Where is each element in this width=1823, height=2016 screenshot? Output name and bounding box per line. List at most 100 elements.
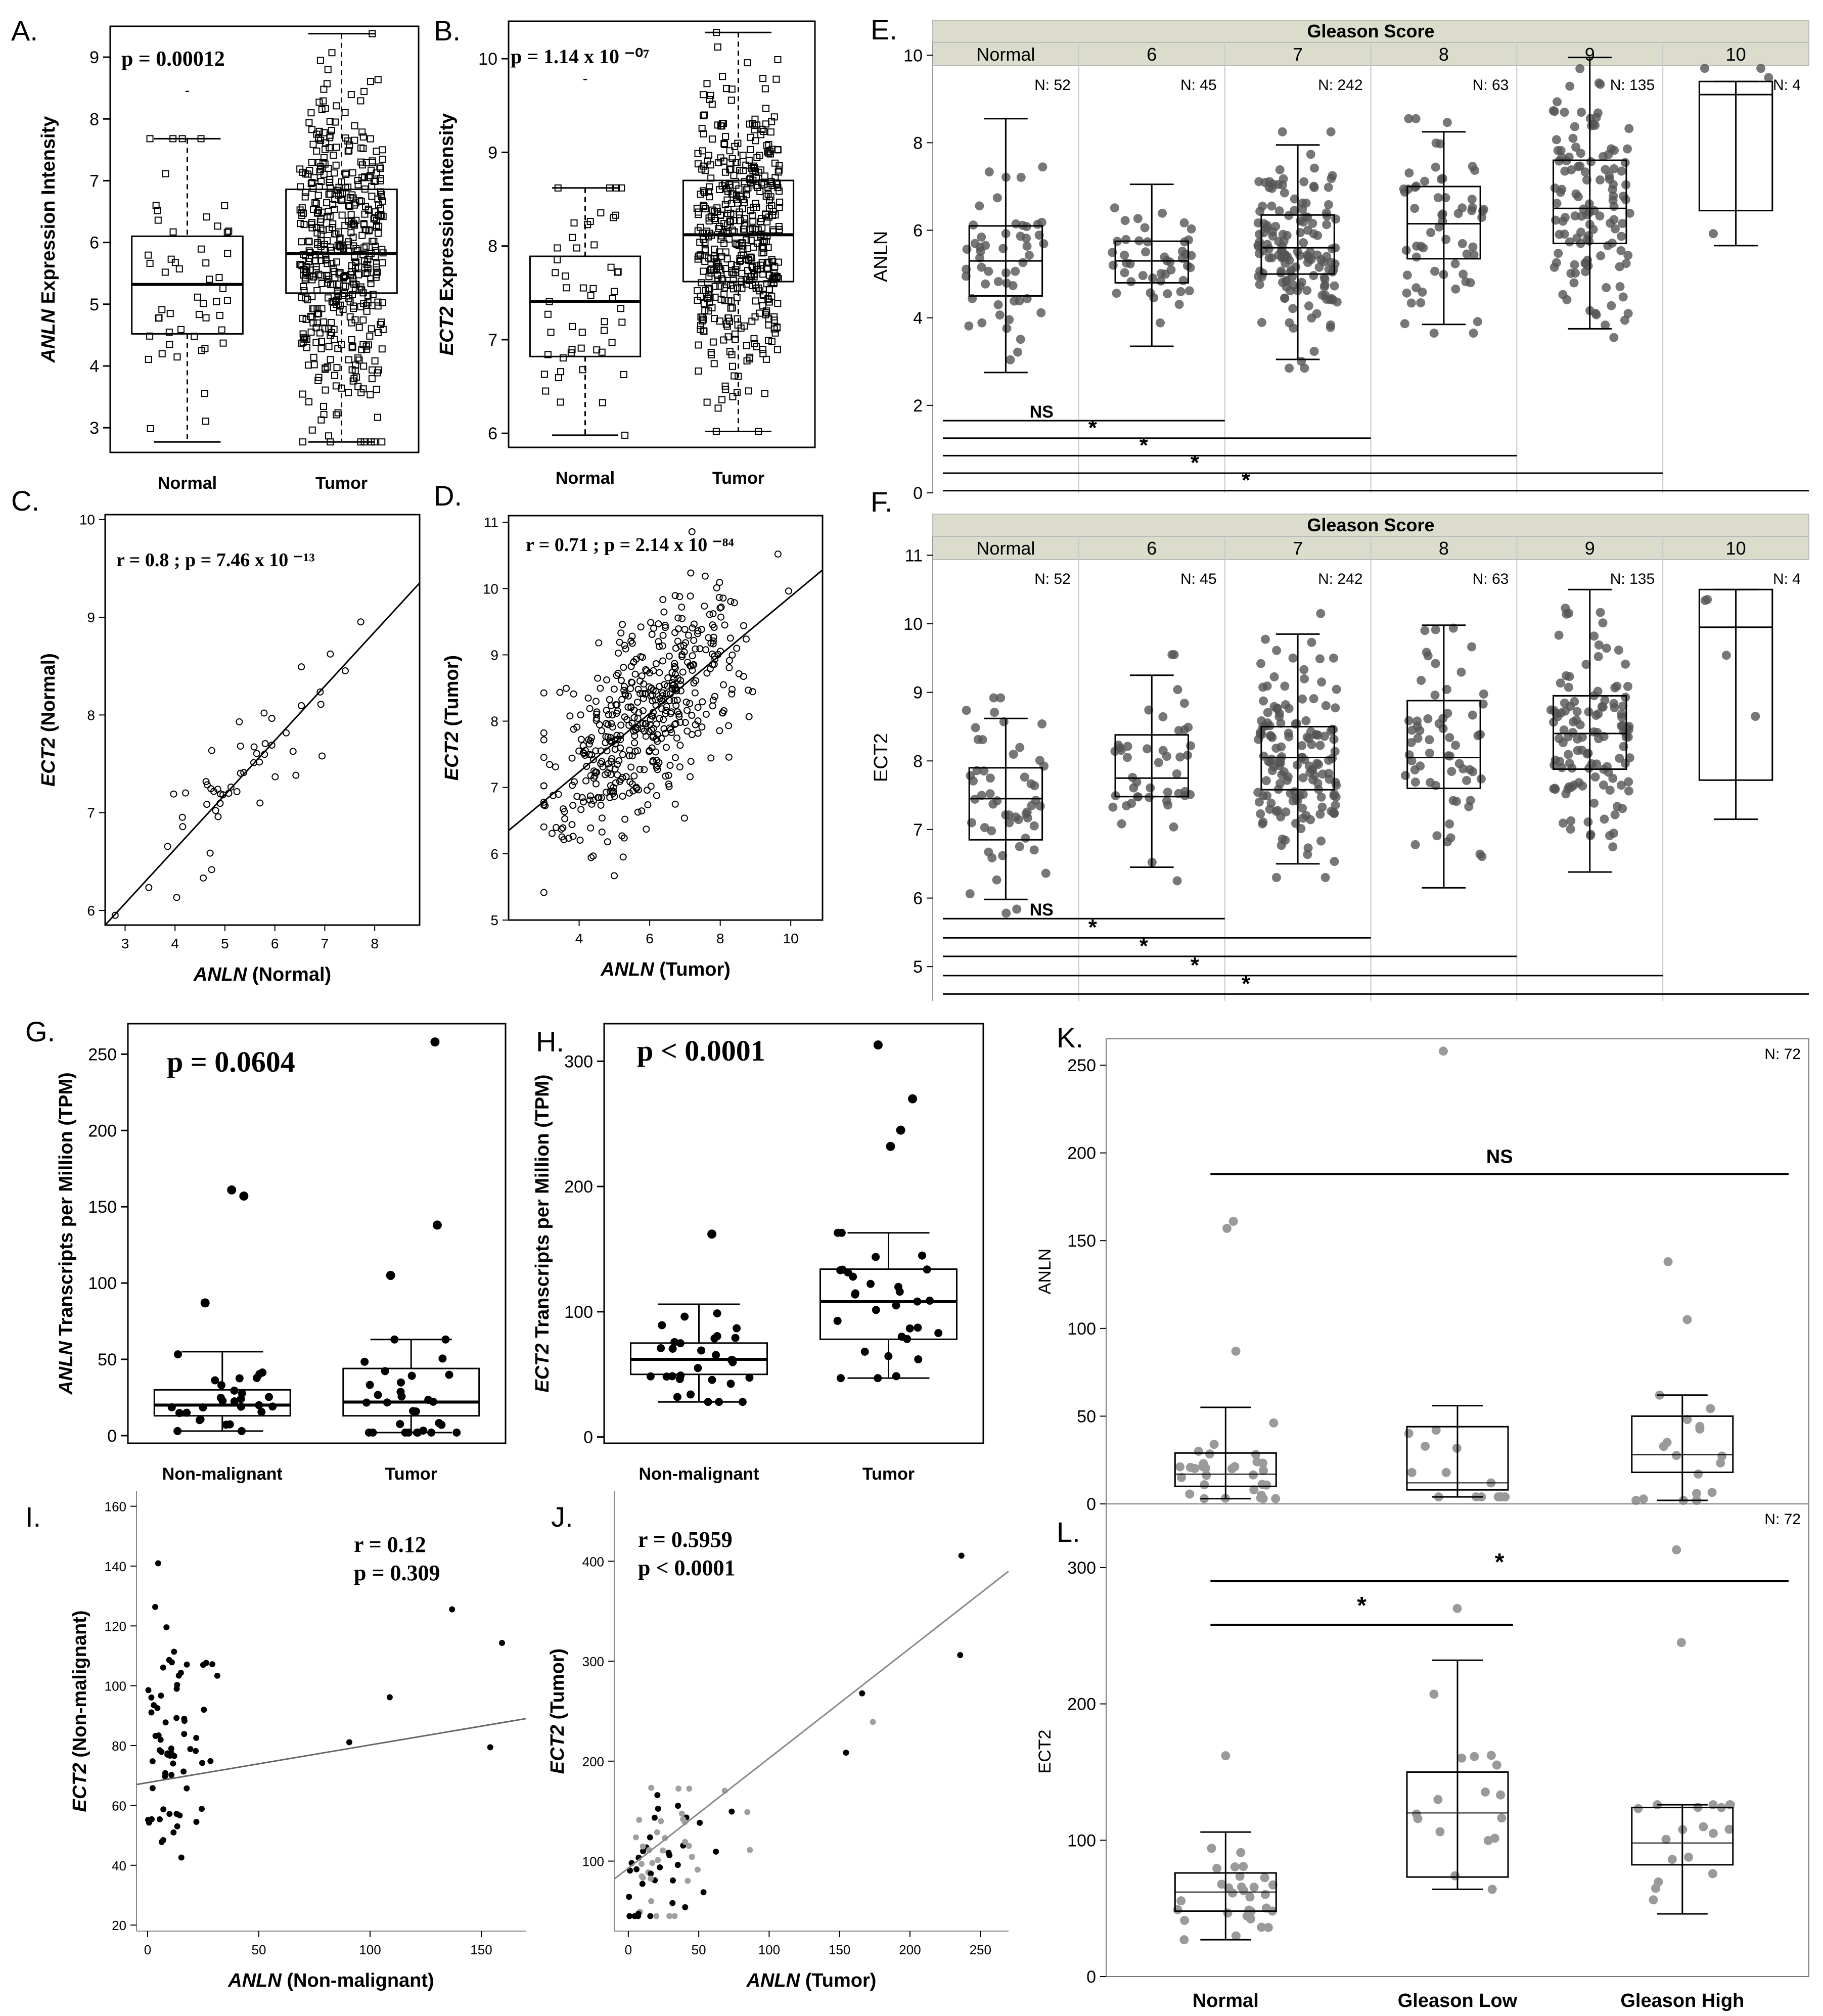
data-point	[969, 220, 978, 230]
plot-frame	[1106, 1503, 1809, 1977]
data-point	[335, 228, 342, 236]
data-point	[338, 211, 346, 219]
data-point	[759, 75, 767, 82]
data-point	[1235, 1871, 1245, 1881]
data-point	[1013, 347, 1023, 357]
data-point	[1200, 1480, 1209, 1490]
data-point	[732, 181, 740, 189]
data-point	[310, 353, 317, 361]
data-point	[699, 91, 707, 99]
data-point	[146, 1819, 152, 1826]
data-point	[989, 693, 998, 703]
data-point	[308, 224, 316, 232]
header-bar	[932, 20, 1809, 43]
data-point	[961, 271, 971, 281]
data-point	[697, 1819, 703, 1826]
data-point	[634, 808, 642, 816]
data-point	[633, 698, 641, 706]
data-point	[987, 826, 996, 836]
data-point	[708, 304, 716, 311]
data-point	[222, 1421, 231, 1429]
data-point	[619, 751, 626, 758]
data-point	[301, 193, 309, 201]
data-point	[682, 1904, 689, 1910]
data-point	[1450, 259, 1460, 268]
data-point	[1615, 753, 1624, 763]
data-point	[1257, 317, 1266, 327]
data-point	[1332, 781, 1341, 790]
data-point	[1322, 211, 1332, 221]
data-point	[558, 826, 565, 833]
data-point	[1425, 748, 1434, 758]
data-point	[202, 314, 210, 322]
data-point	[223, 297, 231, 304]
data-point	[674, 625, 682, 633]
data-point	[299, 314, 306, 322]
data-point	[707, 91, 714, 99]
data-point	[271, 773, 279, 781]
data-point	[173, 894, 180, 901]
data-point	[351, 136, 358, 144]
data-point	[210, 788, 217, 795]
data-point	[967, 818, 976, 828]
jitter-points	[1633, 1800, 1735, 1905]
data-point	[688, 528, 696, 535]
header-title: Gleason Score	[1307, 21, 1434, 41]
jitter-points	[1700, 594, 1760, 721]
data-point	[1271, 873, 1281, 882]
data-point	[713, 204, 721, 212]
x-tick-label: 8	[716, 931, 724, 946]
data-point	[1317, 802, 1327, 812]
data-point	[700, 130, 707, 138]
data-point	[369, 157, 376, 165]
jitter-points	[1399, 114, 1488, 338]
y-tick-label: 5	[89, 295, 99, 314]
data-point	[1298, 773, 1308, 783]
data-point	[657, 1344, 665, 1352]
data-point	[329, 201, 337, 208]
data-point	[1278, 180, 1287, 190]
data-point	[689, 1854, 695, 1860]
data-point	[1431, 1426, 1441, 1435]
data-point	[360, 87, 368, 95]
data-point	[1717, 1451, 1727, 1461]
data-point	[331, 372, 339, 379]
data-point	[378, 438, 386, 446]
data-point	[1146, 783, 1155, 793]
data-point	[1275, 165, 1285, 174]
data-point	[1290, 194, 1299, 204]
data-point	[300, 283, 307, 290]
y-tick-label: 10	[79, 512, 95, 528]
data-point	[1564, 152, 1574, 162]
data-point	[587, 292, 595, 299]
data-point	[685, 1877, 691, 1884]
data-point	[726, 147, 734, 155]
data-point	[1209, 1440, 1219, 1449]
data-point	[678, 615, 686, 622]
data-point	[352, 199, 359, 207]
data-point	[1445, 732, 1454, 742]
data-point	[362, 269, 370, 277]
data-point	[666, 1913, 673, 1919]
data-point	[316, 688, 324, 696]
data-point	[643, 826, 650, 833]
data-point	[357, 158, 364, 166]
data-point	[727, 598, 735, 605]
data-point	[314, 239, 322, 246]
data-point	[1256, 1493, 1265, 1502]
data-point	[1554, 156, 1564, 166]
data-point	[617, 676, 625, 684]
data-point	[636, 1817, 643, 1823]
data-point	[1015, 842, 1024, 851]
data-point	[379, 155, 386, 163]
data-point	[362, 226, 370, 234]
data-point	[1178, 276, 1188, 285]
data-point	[359, 385, 367, 393]
data-point	[1022, 807, 1032, 817]
data-point	[1260, 634, 1270, 644]
data-point	[612, 701, 620, 709]
data-point	[760, 238, 768, 245]
data-point	[599, 399, 606, 406]
data-point	[412, 1407, 420, 1416]
data-point	[1426, 228, 1436, 238]
